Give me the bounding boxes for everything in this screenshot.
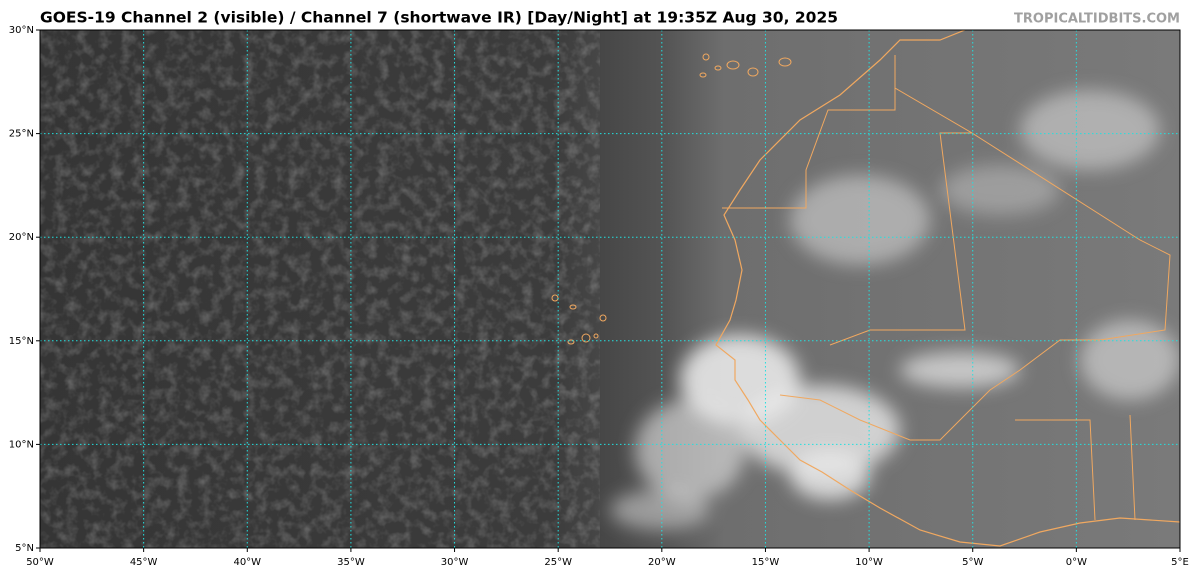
lon-tick-label: 50°W — [26, 557, 54, 568]
lat-tick-label: 20°N — [9, 232, 34, 243]
lon-tick-label: 5°E — [1171, 557, 1189, 568]
lon-tick-label: 45°W — [130, 557, 158, 568]
lat-tick-label: 5°N — [15, 543, 34, 554]
imagery — [40, 30, 1180, 548]
lon-tick-label: 0°W — [1066, 557, 1087, 568]
lon-tick-label: 10°W — [855, 557, 883, 568]
lon-tick-label: 40°W — [233, 557, 261, 568]
lat-tick-label: 30°N — [9, 25, 34, 36]
lon-tick-label: 30°W — [441, 557, 469, 568]
lon-tick-label: 35°W — [337, 557, 365, 568]
map-frame — [39, 29, 1181, 549]
credit: TROPICALTIDBITS.COM — [1014, 12, 1180, 27]
lon-tick-label: 5°W — [962, 557, 983, 568]
lon-tick-label: 15°W — [752, 557, 780, 568]
lat-tick-label: 25°N — [9, 129, 34, 140]
lat-tick-label: 10°N — [9, 439, 34, 450]
title: GOES-19 Channel 2 (visible) / Channel 7 … — [40, 9, 838, 27]
lon-tick-label: 25°W — [544, 557, 572, 568]
lat-tick-label: 15°N — [9, 336, 34, 347]
lon-tick-label: 20°W — [648, 557, 676, 568]
